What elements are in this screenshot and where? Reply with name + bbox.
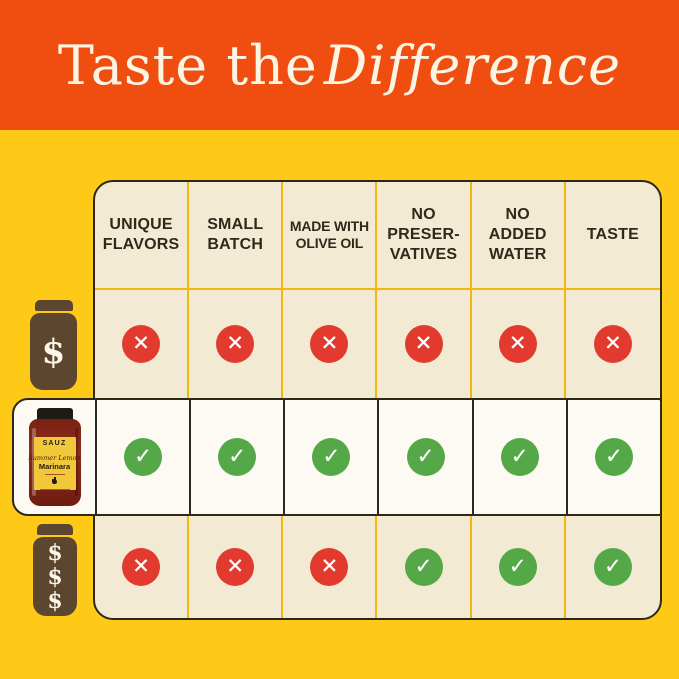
cheap-jar-icon: $ (30, 300, 77, 390)
check-icon: ✓ (594, 438, 633, 476)
check-icon: ✓ (404, 548, 443, 586)
mark-cell: ✓ (283, 400, 377, 514)
title-italic: Difference (323, 33, 622, 97)
product-label: SAUZ Summer Lemon Marinara (28, 437, 81, 491)
cross-icon: ✕ (122, 548, 161, 586)
check-icon: ✓ (593, 548, 632, 586)
product-variety: Summer Lemon (28, 454, 81, 462)
brand-name: SAUZ (42, 440, 67, 447)
product-highlight-row: SAUZ Summer Lemon Marinara ✓ ✓ ✓ ✓ ✓ ✓ (12, 398, 662, 516)
cross-icon: ✕ (404, 325, 443, 363)
mark-cell: ✓ (95, 400, 189, 514)
jar-lid (36, 408, 73, 421)
product-jar-image: SAUZ Summer Lemon Marinara (14, 400, 95, 514)
expensive-jar-icon: $ $ $ (33, 524, 77, 616)
check-icon: ✓ (500, 438, 539, 476)
pepper-icon (52, 477, 57, 484)
jar-glass-shadow (74, 428, 78, 496)
column-header-unique-flavors: UNIQUE FLAVORS (95, 182, 190, 290)
dollar-sign: $ (47, 563, 63, 590)
cross-icon: ✕ (122, 325, 161, 363)
mark-cell: ✕ (283, 290, 378, 398)
dollar-sign: $ (47, 539, 63, 566)
cross-icon: ✕ (498, 325, 537, 363)
mark-cell: ✓ (189, 400, 283, 514)
check-icon: ✓ (312, 438, 351, 476)
mark-cell: ✕ (472, 290, 566, 398)
cross-icon: ✕ (310, 548, 349, 586)
check-icon: ✓ (406, 438, 445, 476)
jar-body: $ (30, 313, 77, 390)
title-regular: Taste the (57, 33, 318, 97)
check-icon: ✓ (124, 438, 163, 476)
cross-icon: ✕ (216, 548, 255, 586)
cross-icon: ✕ (216, 325, 255, 363)
mark-cell: ✕ (283, 516, 378, 618)
jar-lid (34, 300, 73, 311)
column-header-made-with-olive-oil: MADE WITH OLIVE OIL (283, 182, 378, 290)
mark-cell: ✓ (377, 400, 471, 514)
dollar-sign: $ (41, 331, 66, 372)
mark-cell: ✕ (189, 516, 284, 618)
cross-icon: ✕ (593, 325, 632, 363)
sauz-jar: SAUZ Summer Lemon Marinara (28, 408, 81, 506)
column-header-small-batch: SMALL BATCH (189, 182, 284, 290)
mark-cell: ✕ (95, 516, 190, 618)
label-fine-print (39, 488, 70, 491)
check-icon: ✓ (498, 548, 537, 586)
cross-icon: ✕ (310, 325, 349, 363)
mark-cell: ✓ (471, 400, 566, 514)
mark-cell: ✕ (566, 290, 660, 398)
mark-cell: ✓ (472, 516, 566, 618)
label-fine-print (44, 474, 65, 476)
column-header-no-preservatives: NO PRESER- VATIVES (377, 182, 472, 290)
mark-cell: ✓ (377, 516, 472, 618)
mark-cell: ✕ (377, 290, 472, 398)
jar-lid (37, 524, 73, 535)
product-name: Marinara (38, 462, 71, 471)
dollar-sign: $ (47, 587, 63, 614)
mark-cell: ✕ (189, 290, 284, 398)
check-icon: ✓ (218, 438, 257, 476)
column-header-taste: TASTE (565, 182, 660, 290)
mark-cell: ✕ (95, 290, 190, 398)
column-header-no-added-water: NO ADDED WATER (471, 182, 566, 290)
mark-cell: ✓ (565, 400, 660, 514)
jar-body: $ $ $ (33, 537, 77, 616)
mark-cell: ✓ (566, 516, 660, 618)
page-title: Taste the Difference (58, 34, 621, 97)
banner: Taste the Difference (0, 0, 679, 130)
